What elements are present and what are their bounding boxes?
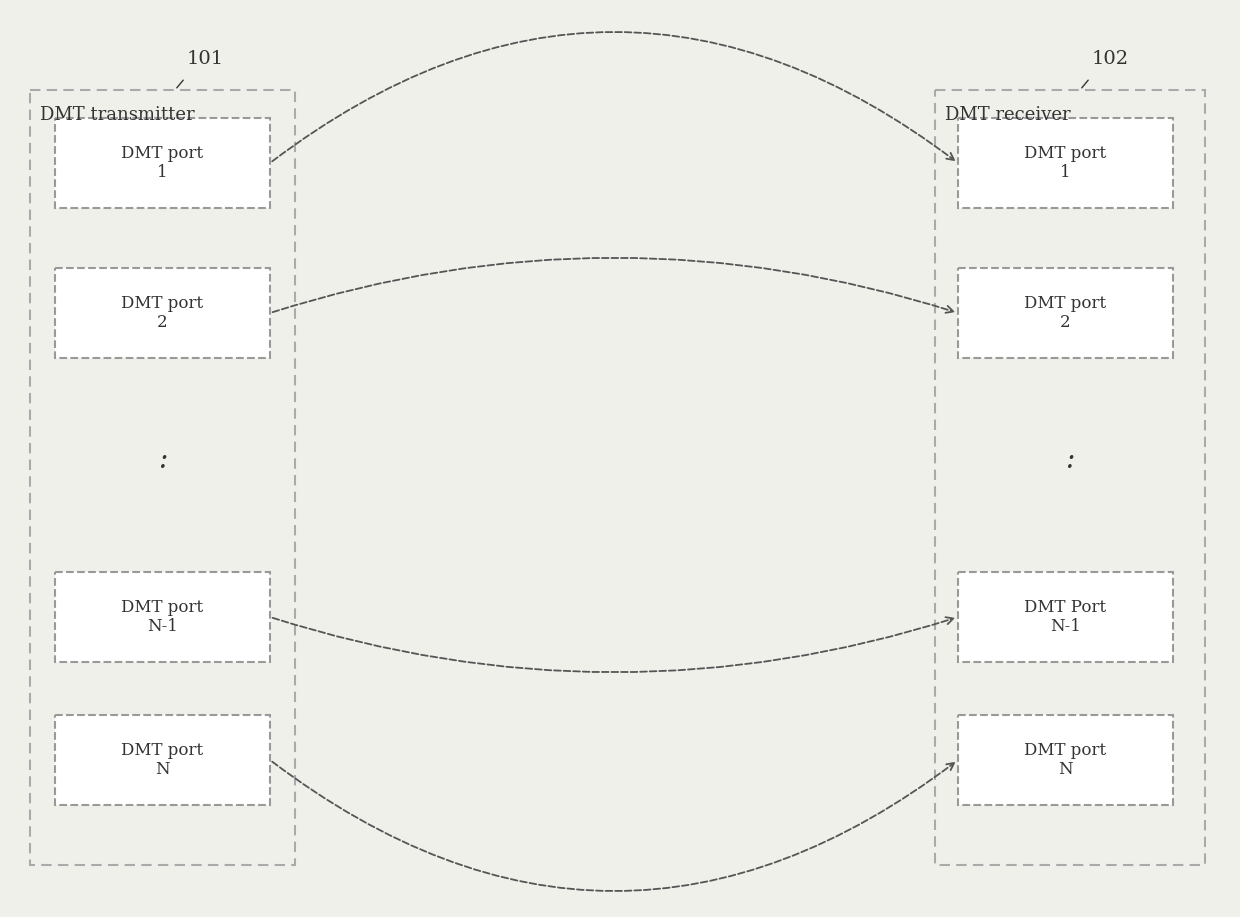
FancyBboxPatch shape — [55, 572, 270, 662]
Text: DMT transmitter: DMT transmitter — [40, 106, 195, 124]
FancyBboxPatch shape — [55, 118, 270, 208]
FancyBboxPatch shape — [959, 715, 1173, 805]
FancyBboxPatch shape — [959, 268, 1173, 358]
Text: DMT port
2: DMT port 2 — [122, 294, 203, 331]
Text: DMT Port
N-1: DMT Port N-1 — [1024, 599, 1106, 635]
Text: 102: 102 — [1091, 50, 1128, 68]
Text: DMT port
N: DMT port N — [122, 742, 203, 779]
FancyBboxPatch shape — [55, 268, 270, 358]
FancyBboxPatch shape — [959, 118, 1173, 208]
Text: DMT port
N-1: DMT port N-1 — [122, 599, 203, 635]
Text: :: : — [1065, 447, 1075, 473]
FancyBboxPatch shape — [55, 715, 270, 805]
Text: 101: 101 — [186, 50, 223, 68]
Text: DMT port
2: DMT port 2 — [1024, 294, 1106, 331]
Text: DMT receiver: DMT receiver — [945, 106, 1070, 124]
FancyBboxPatch shape — [959, 572, 1173, 662]
Text: :: : — [157, 447, 167, 473]
Text: DMT port
1: DMT port 1 — [122, 145, 203, 182]
Text: DMT port
1: DMT port 1 — [1024, 145, 1106, 182]
Text: DMT port
N: DMT port N — [1024, 742, 1106, 779]
